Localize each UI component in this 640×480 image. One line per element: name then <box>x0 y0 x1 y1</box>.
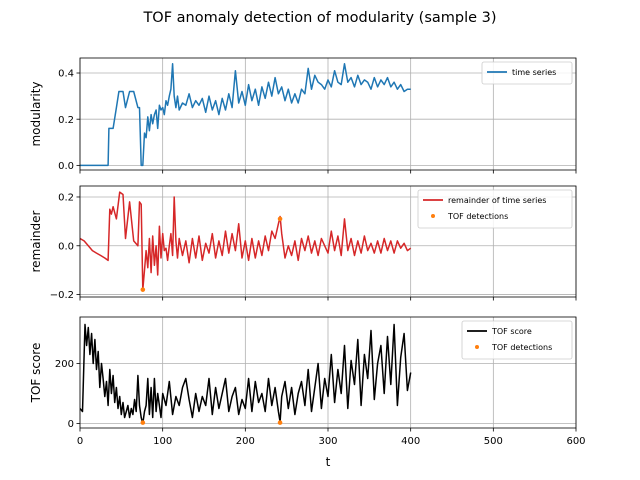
legend-box <box>461 320 573 360</box>
legend-box <box>417 189 573 229</box>
legend-marker <box>431 214 435 218</box>
detection-point <box>140 420 146 425</box>
x-tick-label: 500 <box>484 436 503 447</box>
x-tick-label: 600 <box>566 436 585 447</box>
legend-label: remainder of time series <box>448 196 546 205</box>
legend: TOF score TOF detections <box>461 320 573 360</box>
legend-label: TOF score <box>491 327 532 336</box>
subplots: 0.0 0.2 0.4 modularity time series −0.2 0.0 0.2… <box>29 57 586 469</box>
y-tick-label: 0 <box>68 419 74 430</box>
detection-point <box>277 420 283 425</box>
legend-label: time series <box>512 68 556 77</box>
y-tick-label: 0.2 <box>58 115 74 126</box>
legend-label: TOF detections <box>447 212 508 221</box>
subplot-1: 0.0 0.2 0.4 modularity time series <box>29 57 577 174</box>
legend: time series <box>481 61 573 85</box>
y-axis-label: modularity <box>29 81 43 146</box>
x-tick-label: 100 <box>153 436 172 447</box>
x-tick-label: 300 <box>318 436 337 447</box>
legend-marker <box>475 345 479 349</box>
series-line <box>80 191 412 291</box>
y-tick-label: 0.0 <box>58 241 74 252</box>
figure-title: TOF anomaly detection of modularity (sam… <box>142 10 496 26</box>
x-tick-label: 0 <box>77 436 83 447</box>
y-axis-label: remainder <box>29 210 43 272</box>
y-tick-label: 0.2 <box>58 193 74 204</box>
x-tick-label: 400 <box>401 436 420 447</box>
legend-box <box>481 61 573 85</box>
legend: remainder of time series TOF detections <box>417 189 573 229</box>
y-axis-label: TOF score <box>29 343 43 404</box>
subplot-2: −0.2 0.0 0.2 remainder remainder of time ser… <box>29 185 577 301</box>
legend-label: TOF detections <box>491 343 552 352</box>
series-line <box>80 63 411 167</box>
subplot-3: 0 100 200 300 400 500 600 0 200 TOF score t TOF sco… <box>29 316 586 469</box>
y-tick-label: −0.2 <box>50 290 74 301</box>
y-tick-label: 0.4 <box>58 69 74 80</box>
y-tick-label: 0.0 <box>58 161 74 172</box>
detection-point <box>277 216 283 222</box>
x-tick-label: 200 <box>236 436 255 447</box>
y-tick-label: 200 <box>55 359 74 370</box>
series-line <box>80 323 412 425</box>
detection-point <box>140 287 146 292</box>
x-axis-label: t <box>326 455 331 469</box>
